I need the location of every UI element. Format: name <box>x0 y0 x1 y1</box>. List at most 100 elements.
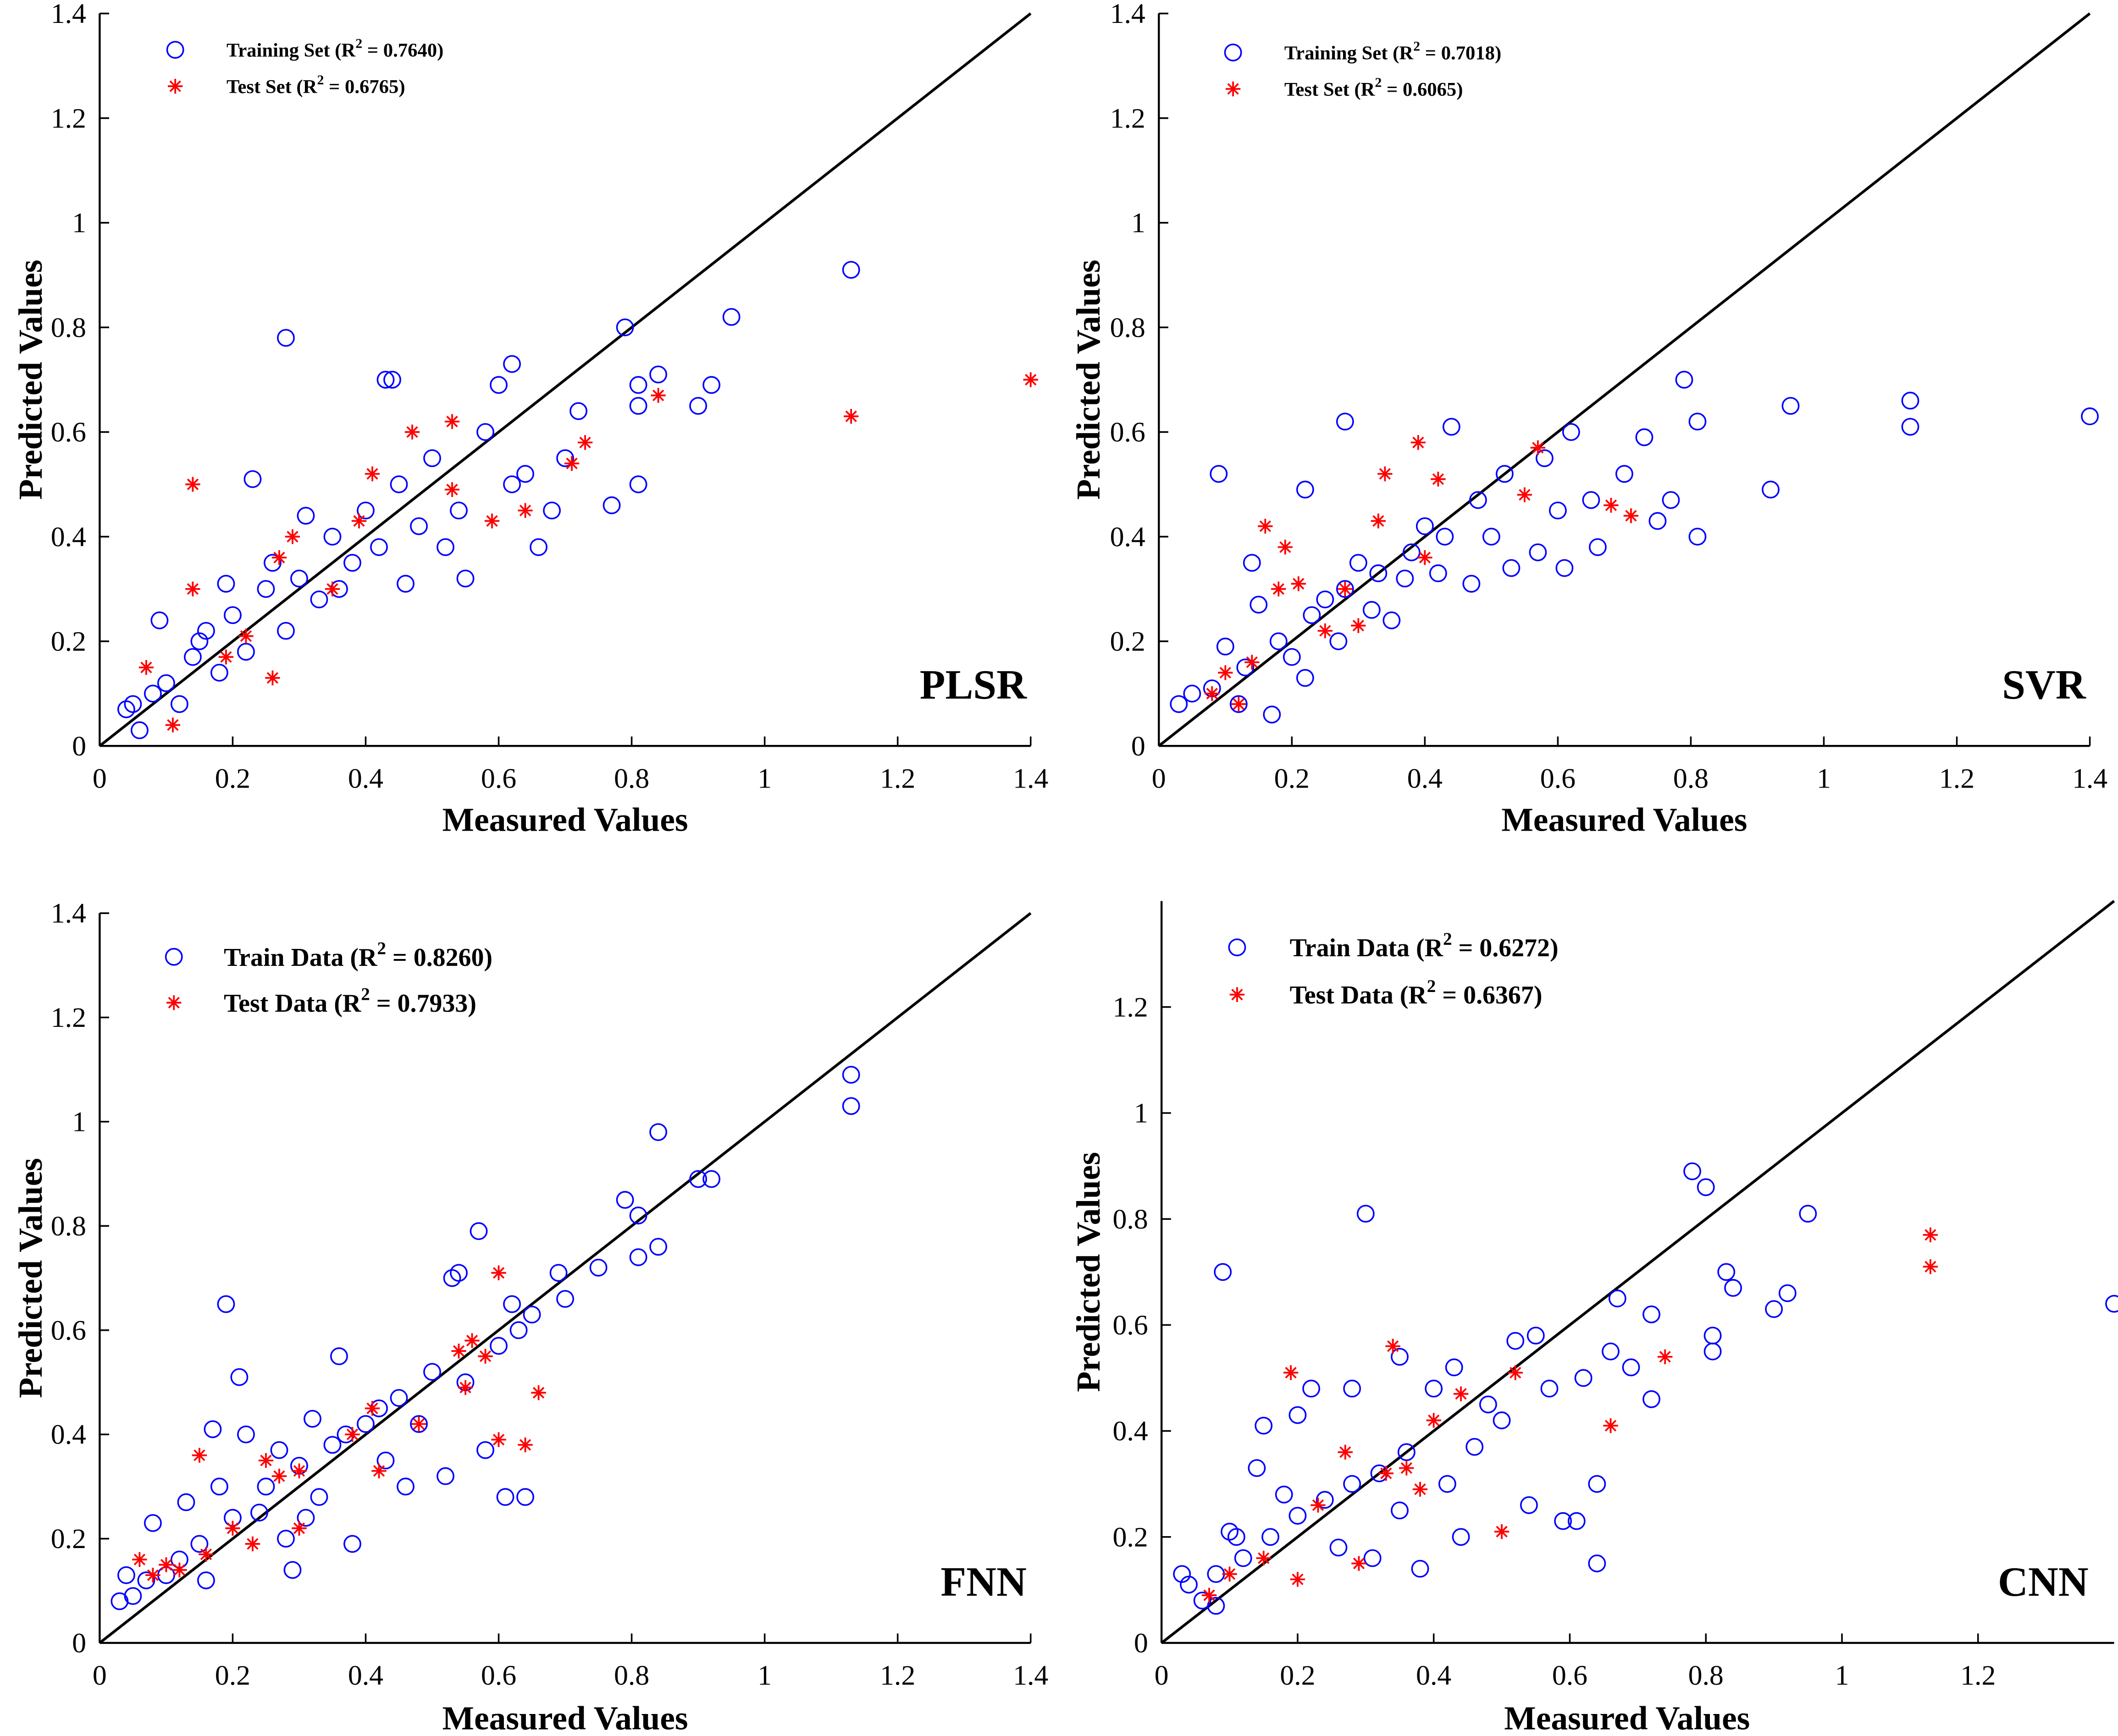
x-tick-label: 0 <box>1152 763 1166 794</box>
train-point <box>177 1493 195 1511</box>
train-point <box>503 1295 521 1313</box>
x-tick-label: 1.2 <box>880 1660 915 1691</box>
y-axis-label: Predicted Values <box>11 259 49 500</box>
legend: Training Set (R2 = 0.7640) Test Set (R2 =… <box>166 36 443 98</box>
test-point <box>1623 508 1639 524</box>
x-tick-label: 1 <box>758 1660 772 1691</box>
x-tick-label: 0.4 <box>1407 763 1443 794</box>
x-tick-label: 0.6 <box>481 763 516 794</box>
reference-line <box>1161 900 2115 1644</box>
test-point <box>458 1380 473 1395</box>
legend-test-marker <box>1225 81 1241 97</box>
y-axis-label: Predicted Values <box>11 1158 49 1398</box>
test-point <box>1351 618 1366 633</box>
train-point <box>397 1477 415 1496</box>
x-tick-label: 0.8 <box>1673 763 1709 794</box>
legend-train-marker <box>1228 938 1246 957</box>
test-point <box>1412 1482 1428 1497</box>
train-point <box>1303 606 1321 624</box>
train-point <box>589 1258 608 1277</box>
train-point <box>1229 695 1248 713</box>
train-point <box>1724 1279 1742 1297</box>
train-point <box>570 402 587 420</box>
train-point <box>323 528 342 546</box>
train-point <box>1520 1496 1538 1514</box>
train-point <box>330 1347 348 1366</box>
y-tick-label: 0 <box>72 731 86 762</box>
y-tick-label: 0.2 <box>51 626 86 657</box>
train-point <box>1562 423 1580 441</box>
x-tick-label: 0.2 <box>215 1660 250 1691</box>
test-point <box>292 1463 307 1478</box>
x-tick-label: 0 <box>93 763 107 794</box>
train-point <box>224 606 242 624</box>
test-point <box>285 529 300 544</box>
test-point <box>132 1552 147 1567</box>
train-point <box>370 538 388 556</box>
train-point <box>1170 695 1188 713</box>
train-point <box>1429 564 1447 583</box>
train-point <box>1275 1485 1293 1504</box>
x-tick-label: 1.4 <box>1013 763 1048 794</box>
train-point <box>1683 1162 1701 1180</box>
test-point <box>1023 372 1038 387</box>
train-point <box>1248 1459 1266 1477</box>
test-point <box>1453 1386 1469 1401</box>
model-label: SVR <box>2002 661 2086 708</box>
y-tick-label: 0.4 <box>1112 1416 1148 1447</box>
train-point <box>1482 528 1500 546</box>
test-point <box>159 1557 174 1572</box>
train-point <box>1635 428 1653 446</box>
legend: Train Data (R2 = 0.6272) Test Data (R2 = … <box>1228 929 1559 1009</box>
test-point <box>258 1453 274 1468</box>
train-point <box>1343 1475 1361 1493</box>
test-point <box>365 466 380 481</box>
train-point <box>290 569 308 588</box>
train-point <box>1396 569 1414 588</box>
test-point <box>1658 1349 1673 1364</box>
legend-train-label: Train Data (R2 = 0.6272) <box>1290 929 1559 962</box>
test-point <box>1290 1572 1305 1587</box>
test-point <box>271 1468 287 1484</box>
test-point <box>1201 1587 1217 1603</box>
train-point <box>144 1514 162 1532</box>
train-point <box>1781 397 1800 415</box>
test-point <box>1351 1556 1366 1571</box>
train-point <box>343 554 361 572</box>
y-tick-label: 0 <box>1131 731 1145 762</box>
legend-test-label: Test Data (R2 = 0.6367) <box>1290 976 1543 1009</box>
legend-test-marker <box>1229 987 1245 1002</box>
train-point <box>1336 413 1354 431</box>
train-point <box>423 449 441 467</box>
test-point <box>1377 466 1393 481</box>
y-tick-label: 1.4 <box>51 898 86 929</box>
train-point <box>243 470 262 488</box>
legend: Train Data (R2 = 0.8260) Test Data (R2 = … <box>165 939 492 1018</box>
test-point <box>1218 665 1233 680</box>
train-point <box>1495 465 1514 483</box>
legend-train-label: Training Set (R2 = 0.7640) <box>227 36 443 61</box>
reference-line <box>99 12 1032 747</box>
test-point <box>444 414 460 429</box>
train-point <box>437 1467 454 1485</box>
test-point <box>199 1547 214 1562</box>
x-tick-label: 0.4 <box>348 1660 383 1691</box>
train-point <box>629 1207 647 1224</box>
test-point <box>1426 1413 1441 1428</box>
train-point <box>1397 1443 1416 1461</box>
train-point <box>1567 1512 1586 1530</box>
train-point <box>649 1123 667 1141</box>
test-point <box>1385 1339 1400 1354</box>
train-point <box>722 308 741 326</box>
x-tick-label: 0.6 <box>1540 763 1576 794</box>
train-point <box>2081 407 2099 425</box>
train-point <box>1296 480 1314 499</box>
train-point <box>323 1436 342 1454</box>
y-tick-label: 0.4 <box>1110 521 1145 552</box>
x-axis-label: Measured Values <box>442 1699 688 1736</box>
train-point <box>277 329 295 347</box>
test-point <box>238 628 254 644</box>
test-point <box>165 717 181 733</box>
train-point <box>1234 1549 1252 1567</box>
